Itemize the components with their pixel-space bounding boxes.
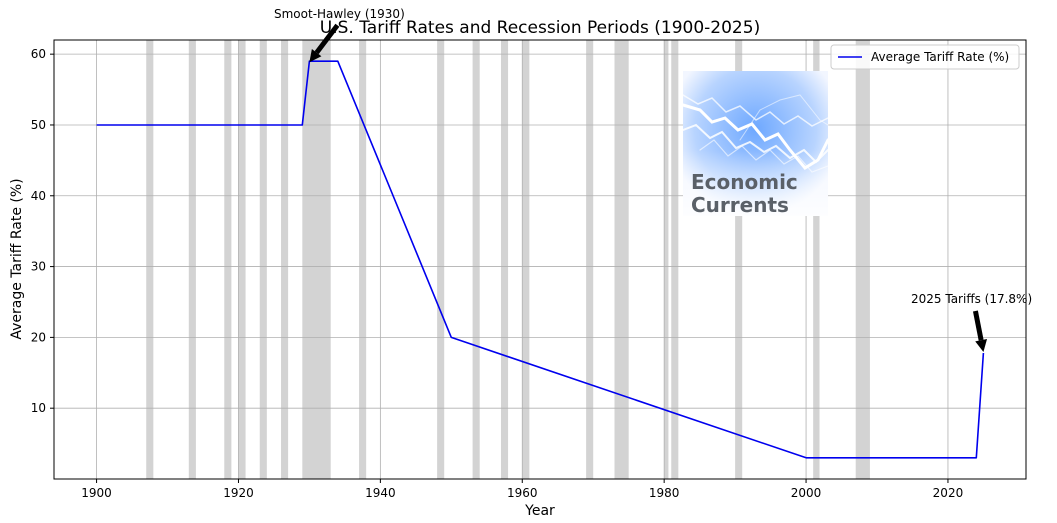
- annotation-arrow-head: [309, 49, 322, 63]
- x-tick-label: 1900: [81, 486, 112, 500]
- recession-band: [188, 40, 196, 479]
- legend-label: Average Tariff Rate (%): [871, 50, 1009, 64]
- annotations: Smoot-Hawley (1930) 2025 Tariffs (17.8%): [274, 7, 1032, 352]
- recession-band: [437, 40, 445, 479]
- x-tick-label: 1920: [223, 486, 254, 500]
- y-tick-label: 40: [31, 189, 46, 203]
- y-axis-title: Average Tariff Rate (%): [9, 178, 25, 339]
- recession-band: [281, 40, 289, 479]
- recession-band: [855, 40, 870, 479]
- recession-band: [586, 40, 594, 479]
- legend: Average Tariff Rate (%): [830, 44, 1020, 70]
- x-tick-label: 2000: [791, 486, 822, 500]
- y-tick-label: 60: [31, 47, 46, 61]
- annotation-arrow-head: [975, 339, 988, 352]
- recession-band: [359, 40, 367, 479]
- recession-band: [472, 40, 480, 479]
- x-axis-title: Year: [524, 503, 555, 519]
- recession-band: [522, 40, 530, 479]
- recession-bands: [146, 40, 870, 479]
- recession-band: [224, 40, 232, 479]
- y-tick-label: 50: [31, 118, 46, 132]
- y-tick-label: 30: [31, 260, 46, 274]
- y-axis-ticks: 10 20 30 40 50 60: [31, 47, 54, 415]
- recession-band: [813, 40, 820, 479]
- chart-title: U.S. Tariff Rates and Recession Periods …: [320, 18, 760, 38]
- y-tick-label: 10: [31, 401, 46, 415]
- recession-band: [259, 40, 267, 479]
- x-axis-ticks: 1900 1920 1940 1960 1980 2000 2020: [81, 479, 963, 500]
- recession-band: [671, 40, 679, 479]
- x-tick-label: 1940: [365, 486, 396, 500]
- x-tick-label: 2020: [933, 486, 964, 500]
- annotation-arrow-shaft: [972, 310, 984, 341]
- annotation-arrow-shaft: [314, 23, 340, 55]
- x-tick-label: 1960: [507, 486, 538, 500]
- logo-text-line2: Currents: [691, 193, 789, 217]
- recession-band: [146, 40, 154, 479]
- recession-band: [735, 40, 743, 479]
- logo: Economic Currents: [681, 71, 830, 217]
- recession-band: [238, 40, 246, 479]
- y-tick-label: 20: [31, 330, 46, 344]
- logo-text-line1: Economic: [691, 170, 798, 194]
- series-line: [96, 60, 985, 459]
- series-lines: [96, 60, 985, 459]
- annotation-label: Smoot-Hawley (1930): [274, 7, 405, 21]
- annotation-label: 2025 Tariffs (17.8%): [911, 292, 1032, 306]
- x-tick-label: 1980: [649, 486, 680, 500]
- recession-band: [500, 40, 509, 479]
- recession-band: [614, 40, 629, 479]
- recession-band: [664, 40, 669, 479]
- plot-frame: [53, 39, 1027, 480]
- recession-band: [302, 40, 331, 479]
- grid-lines: [54, 40, 1026, 479]
